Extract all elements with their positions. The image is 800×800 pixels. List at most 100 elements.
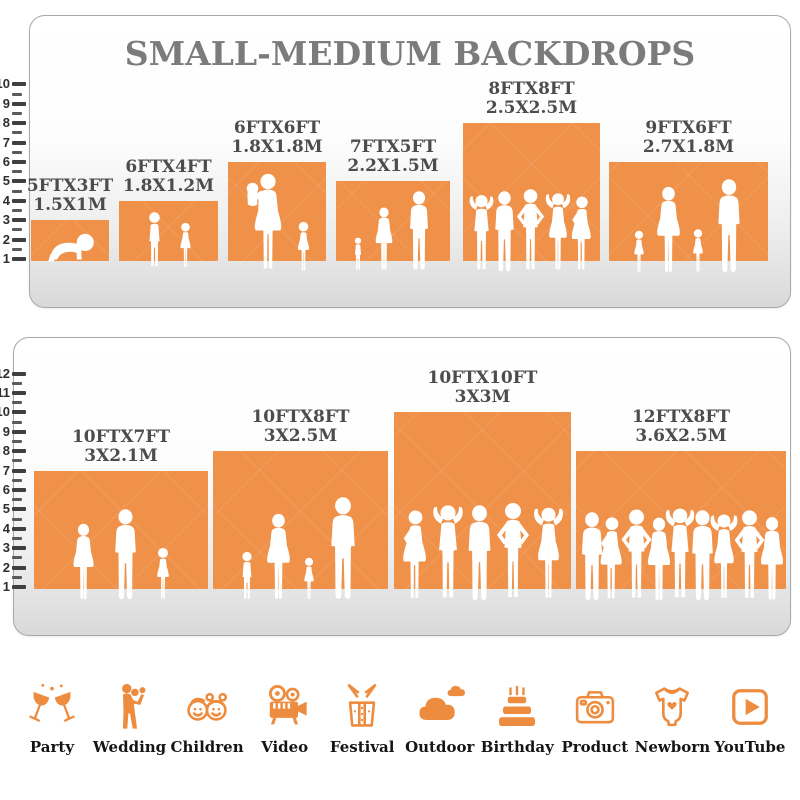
ruler-half-tick xyxy=(12,131,22,135)
category-item-youtube: YouTube xyxy=(714,656,786,756)
ruler-half-tick xyxy=(12,420,22,424)
youtube-icon xyxy=(724,681,776,733)
ruler-tick xyxy=(12,410,26,415)
product-icon xyxy=(569,681,621,733)
category-label: Birthday xyxy=(480,738,554,756)
person-silhouette-man xyxy=(717,179,740,273)
ruler-half-tick xyxy=(12,170,22,174)
size-label-m: 1.5X1M xyxy=(33,195,107,216)
person-silhouette-woman-pose xyxy=(571,196,591,270)
newborn-icon xyxy=(646,681,698,733)
ruler-half-tick xyxy=(12,575,22,579)
ruler-number: 6 xyxy=(2,154,10,169)
ruler-tick xyxy=(12,488,26,492)
category-item-newborn: Newborn xyxy=(635,656,710,756)
category-item-video: Video xyxy=(249,656,321,756)
birthday-icon xyxy=(491,681,543,733)
ruler-number: 4 xyxy=(2,520,10,536)
children-icon xyxy=(181,681,233,733)
person-silhouette-woman xyxy=(760,517,783,600)
ruler-half-tick xyxy=(12,189,22,193)
people-silhouette-group xyxy=(23,232,117,264)
ruler-tick xyxy=(12,198,26,203)
person-silhouette-boy xyxy=(242,551,252,599)
category-label: Video xyxy=(261,738,309,756)
backdrops-bottom-panel: 10FTX7FT 3X2.1M 10FTX8FT 3X2.5M 10FTX10FT 3X3… xyxy=(13,337,791,636)
backdrop-size-label: 7FTX5FT 2.2X1.5M xyxy=(303,138,483,176)
person-silhouette-girl xyxy=(297,221,309,271)
person-silhouette-girl xyxy=(633,230,644,273)
category-item-party: Party xyxy=(16,656,88,756)
category-label: Outdoor xyxy=(405,738,475,756)
person-silhouette-woman xyxy=(73,523,94,600)
size-label-ft: 6FTX4FT xyxy=(125,156,212,177)
ruler-tick xyxy=(12,429,26,434)
backdrops-top-panel: SMALL-MEDIUM BACKDROPS 5FTX3FT 1.5X1M 6FTX… xyxy=(27,15,791,308)
ruler-half-tick xyxy=(12,517,22,521)
ruler-number: 9 xyxy=(2,95,10,111)
ruler-number: 6 xyxy=(2,482,10,497)
ruler-half-tick xyxy=(12,150,22,154)
category-item-outdoor: Outdoor xyxy=(404,656,476,756)
size-label-m: 2.7X1.8M xyxy=(642,137,735,157)
backdrop-box xyxy=(609,162,768,261)
backdrop-size-label: 8FTX8FT 2.5X2.5M xyxy=(442,80,622,118)
ruler-tick xyxy=(12,507,26,512)
ruler-half-tick xyxy=(12,478,22,482)
people-silhouette-group xyxy=(111,211,226,269)
ruler-number: 3 xyxy=(2,212,10,228)
ruler-half-tick xyxy=(12,381,22,385)
size-label-ft: 10FTX10FT xyxy=(427,368,538,389)
ruler-half-tick xyxy=(12,228,22,232)
ruler-number: 5 xyxy=(2,501,10,517)
category-label: Wedding xyxy=(92,738,167,756)
ruler-tick xyxy=(12,449,26,454)
person-silhouette-woman xyxy=(375,207,393,270)
person-silhouette-girl xyxy=(157,547,169,599)
ruler-number: 2 xyxy=(2,559,10,575)
ruler-half-tick xyxy=(12,498,22,502)
size-label-ft: 10FTX8FT xyxy=(251,407,350,428)
people-silhouette-group xyxy=(568,506,794,602)
person-silhouette-boy xyxy=(148,212,160,267)
wedding-icon xyxy=(104,681,156,733)
size-label-m: 2.2X1.5M xyxy=(347,156,439,177)
ruler-number: 1 xyxy=(2,251,10,266)
category-item-wedding: Wedding xyxy=(92,656,167,756)
category-item-festival: Festival xyxy=(326,656,398,756)
ruler-number: 2 xyxy=(2,231,10,247)
ruler-tick xyxy=(12,218,26,223)
backdrop-box xyxy=(336,181,450,261)
ruler-number: 12 xyxy=(0,365,10,381)
backdrop-size-label: 5FTX3FT 1.5X1M xyxy=(0,177,160,215)
size-label-ft: 8FTX8FT xyxy=(488,79,575,100)
category-item-children: Children xyxy=(170,656,244,756)
category-label: Festival xyxy=(329,738,395,756)
ruler-tick xyxy=(12,257,26,261)
size-label-ft: 7FTX5FT xyxy=(349,137,437,158)
ruler-number: 11 xyxy=(0,385,10,400)
people-silhouette-group xyxy=(455,188,608,273)
ruler-tick xyxy=(12,546,26,551)
ruler-tick xyxy=(12,121,26,126)
ruler-number: 8 xyxy=(2,443,10,459)
people-silhouette-group xyxy=(220,173,334,273)
ruler-half-tick xyxy=(12,401,22,405)
person-silhouette-girl xyxy=(180,222,190,267)
ruler-number: 5 xyxy=(2,173,10,189)
person-silhouette-woman xyxy=(267,513,290,599)
size-label-ft: 5FTX3FT xyxy=(26,176,114,197)
ruler-half-tick xyxy=(12,440,22,443)
category-row: Party Wedding Children Video Festival Outdoor… xyxy=(16,656,786,756)
ruler-number: 9 xyxy=(2,423,10,439)
category-label: Children xyxy=(170,738,244,756)
ruler-tick xyxy=(12,468,26,473)
size-label-m: 3X2.1M xyxy=(84,445,158,466)
festival-icon xyxy=(336,681,388,733)
person-silhouette-toddler xyxy=(354,237,362,270)
ruler-tick xyxy=(12,585,26,589)
person-silhouette-man xyxy=(115,509,136,600)
backdrop-size-label: 10FTX7FT 3X2.1M xyxy=(31,427,211,466)
ruler-tick xyxy=(12,101,26,106)
person-silhouette-man xyxy=(331,497,355,599)
